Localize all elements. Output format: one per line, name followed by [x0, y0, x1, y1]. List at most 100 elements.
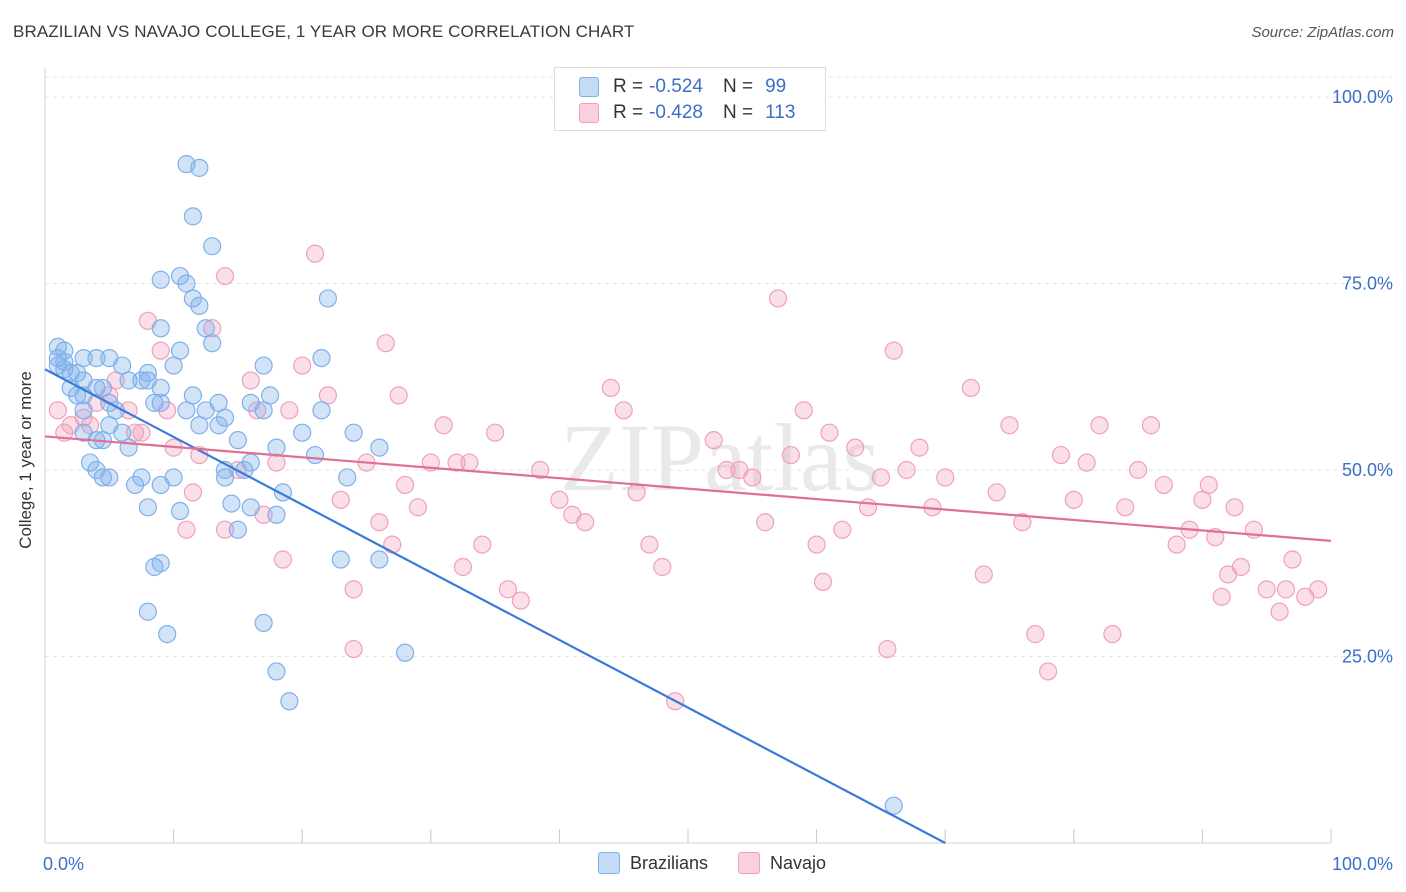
navajo-point — [910, 438, 929, 457]
navajo-point — [653, 557, 672, 577]
navajo-point — [1141, 416, 1161, 435]
y-tick-label: 100.0% — [1332, 87, 1393, 107]
navajo-point — [273, 550, 293, 569]
navajo-point — [794, 401, 813, 420]
brazilians-point — [87, 349, 106, 368]
brazilians-point — [55, 341, 74, 360]
brazilians-point — [370, 438, 389, 457]
navajo-point — [768, 289, 788, 308]
brazilians-point — [151, 393, 170, 412]
navajo-point — [576, 513, 595, 532]
brazilians-legend-swatch — [598, 852, 620, 874]
brazilians-point — [151, 554, 170, 573]
brazilians-point — [138, 363, 157, 383]
navajo-point — [1090, 416, 1109, 435]
navajo-point — [987, 483, 1006, 502]
axes — [44, 68, 1332, 844]
navajo-point — [1038, 662, 1058, 681]
navajo-point — [280, 401, 299, 420]
brazilians-point — [267, 438, 286, 457]
navajo-point — [1026, 625, 1045, 644]
brazilians-n-value: 99 — [765, 76, 787, 97]
navajo-point — [820, 423, 839, 442]
navajo-legend-label: Navajo — [770, 852, 827, 873]
brazilians-point — [318, 289, 338, 308]
legend-row-navajo: R = -0.428 N = 113 — [579, 101, 795, 125]
brazilians-r-value: -0.524 — [649, 76, 703, 97]
navajo-point — [511, 591, 530, 610]
brazilians-point — [370, 550, 389, 569]
brazilians-legend-label: Brazilians — [630, 852, 709, 873]
navajo-point — [305, 244, 325, 263]
navajo-point — [370, 513, 389, 532]
navajo-point — [1154, 475, 1173, 495]
navajo-r-value: -0.428 — [649, 102, 703, 123]
brazilians-point — [331, 550, 350, 569]
legend-item-navajo[interactable]: Navajo — [738, 852, 826, 874]
navajo-point — [151, 341, 170, 360]
navajo-point — [550, 490, 569, 509]
brazilians-point — [132, 371, 151, 390]
chart-title: BRAZILIAN VS NAVAJO COLLEGE, 1 YEAR OR M… — [13, 22, 635, 41]
brazilians-point — [151, 378, 170, 398]
navajo-point — [1257, 580, 1276, 599]
n-label: N = — [722, 102, 754, 123]
navajo-point — [1231, 557, 1251, 577]
brazilians-point — [254, 613, 273, 633]
watermark: ZIPatlas — [560, 404, 880, 511]
x-tick-label: 100.0% — [1332, 854, 1393, 874]
legend-item-brazilians[interactable]: Brazilians — [598, 852, 708, 874]
brazilians-point — [183, 207, 202, 226]
navajo-point — [203, 319, 222, 338]
n-label: N = — [722, 76, 754, 97]
navajo-point — [846, 438, 865, 457]
navajo-point — [601, 378, 620, 398]
navajo-point — [781, 445, 800, 465]
navajo-point — [878, 639, 897, 659]
navajo-point — [344, 639, 363, 659]
brazilians-point — [100, 468, 119, 487]
navajo-point — [936, 468, 955, 487]
brazilians-point — [260, 386, 280, 405]
navajo-point — [460, 453, 479, 472]
navajo-point — [1276, 580, 1296, 599]
navajo-point — [486, 423, 505, 442]
navajo-point — [974, 565, 993, 584]
navajo-point — [1077, 453, 1096, 472]
brazilians-point — [74, 349, 93, 368]
navajo-point — [241, 371, 260, 390]
navajo-point — [813, 572, 833, 592]
navajo-point — [1128, 460, 1148, 480]
navajo-point — [331, 490, 350, 509]
brazilians-swatch — [579, 77, 599, 97]
navajo-point — [897, 460, 916, 480]
brazilians-point — [241, 498, 260, 517]
navajo-point — [1051, 445, 1071, 465]
series-legend: Brazilians Navajo — [598, 852, 856, 874]
navajo-point — [1064, 490, 1083, 509]
brazilians-point — [312, 401, 331, 420]
brazilians-point — [267, 662, 286, 681]
y-tick-label: 25.0% — [1342, 647, 1393, 667]
navajo-point — [1283, 550, 1302, 569]
navajo-trend-line — [44, 435, 1332, 542]
navajo-point — [132, 423, 151, 442]
brazilians-point — [222, 494, 241, 513]
brazilians-point — [209, 393, 228, 412]
navajo-point — [704, 431, 723, 450]
navajo-point — [74, 408, 93, 427]
navajo-point — [833, 520, 852, 539]
brazilians-point — [312, 349, 331, 368]
navajo-point — [717, 460, 736, 480]
brazilians-point — [228, 431, 247, 450]
navajo-point — [614, 401, 633, 420]
navajo-point — [498, 580, 518, 599]
brazilians-point — [119, 371, 138, 390]
navajo-point — [389, 386, 408, 405]
navajo-point — [531, 460, 550, 480]
navajo-point — [293, 356, 312, 375]
navajo-point — [1199, 475, 1218, 495]
brazilians-point — [158, 625, 177, 644]
y-axis-label: College, 1 year or more — [16, 371, 35, 549]
navajo-point — [1167, 535, 1186, 554]
